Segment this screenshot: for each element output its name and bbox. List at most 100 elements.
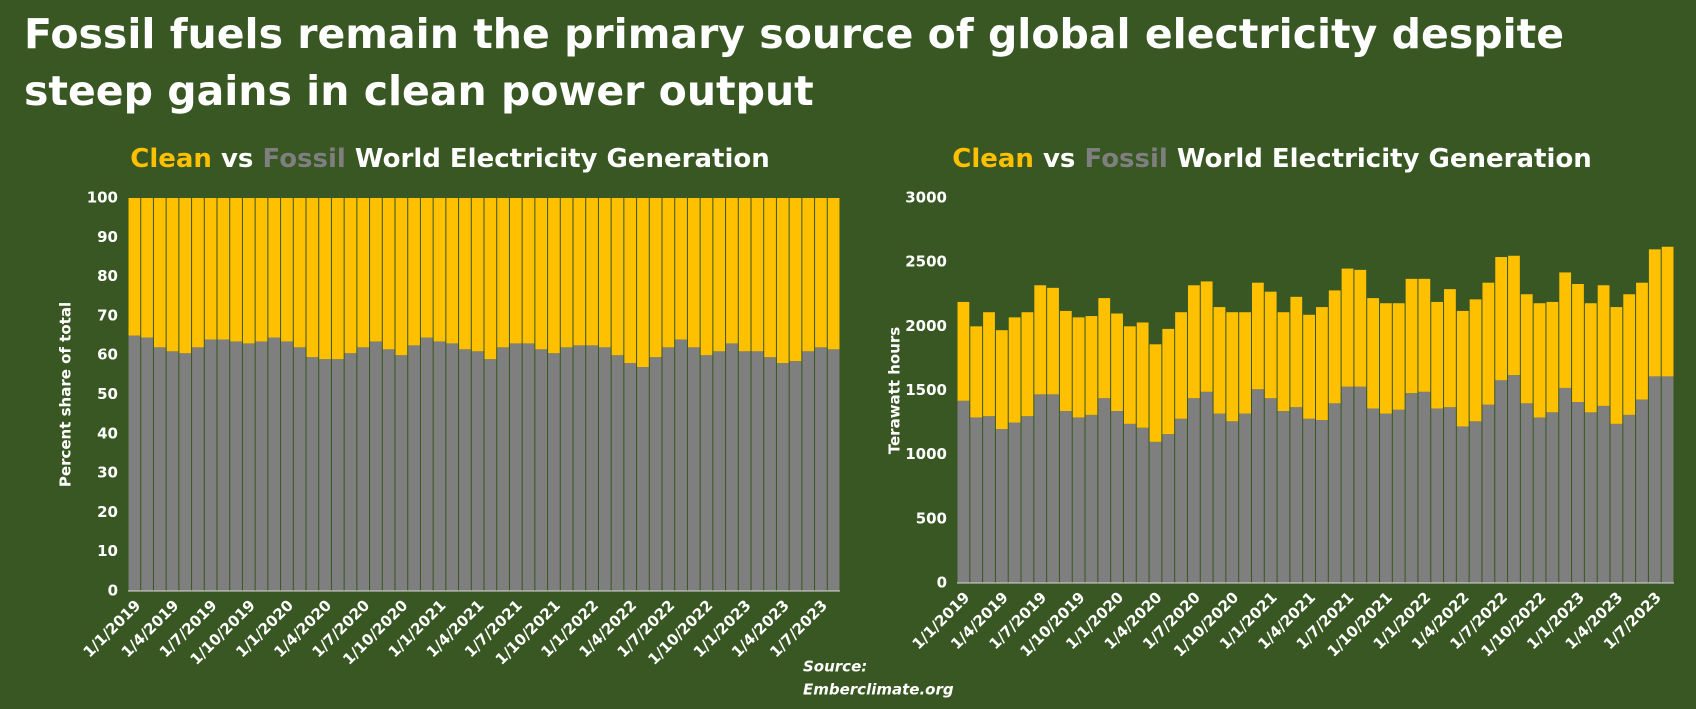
bar-segment: [776, 363, 789, 591]
bar-segment: [1584, 303, 1597, 413]
bar-segment: [281, 198, 293, 342]
y-tick-label: 70: [97, 306, 118, 324]
bar-segment: [1303, 418, 1315, 583]
bar-segment: [1136, 427, 1149, 583]
bar-segment: [382, 198, 395, 350]
bar-segment: [268, 337, 281, 591]
bar-segment: [624, 363, 637, 591]
bar-segment: [1584, 412, 1597, 583]
bar-segment: [970, 326, 983, 418]
bar-segment: [700, 355, 713, 591]
y-tick-label: 0: [108, 582, 118, 600]
bar-segment: [1392, 303, 1405, 410]
bar-segment: [1226, 312, 1239, 422]
bar-segment: [995, 330, 1008, 429]
bar-segment: [1008, 422, 1021, 583]
bar-segment: [1111, 313, 1123, 412]
bar-segment: [1200, 391, 1213, 583]
bar-segment: [179, 198, 192, 354]
bar-segment: [1047, 287, 1059, 395]
bar-segment: [1354, 386, 1367, 583]
bar-segment: [1239, 413, 1251, 583]
bar-segment: [1405, 393, 1418, 583]
bar-segment: [726, 198, 738, 344]
bar-segment: [573, 345, 586, 591]
bar-segment: [497, 198, 509, 348]
bar-segment: [471, 351, 484, 591]
bar-segment: [230, 341, 242, 591]
bar-segment: [535, 349, 548, 591]
y-tick-label: 500: [916, 509, 947, 527]
bar-segment: [1482, 404, 1495, 583]
bar-segment: [573, 198, 586, 346]
bar-segment: [700, 198, 713, 356]
bar-segment: [1367, 408, 1380, 583]
bar-segment: [1047, 394, 1059, 583]
bar-segment: [1149, 441, 1162, 583]
bar-segment: [1367, 298, 1380, 409]
bar-segment: [242, 343, 255, 591]
bar-segment: [662, 198, 675, 348]
y-axis-label: Terawatt hours: [886, 327, 904, 455]
bar-segment: [560, 347, 573, 591]
bar-segment: [611, 355, 624, 591]
title-fossil: Fossil: [1084, 144, 1167, 174]
title-clean: Clean: [130, 144, 212, 174]
bar-segment: [1431, 301, 1444, 409]
bar-segment: [560, 198, 573, 348]
bar-segment: [687, 347, 700, 591]
bar-segment: [586, 345, 598, 591]
bar-segment: [649, 198, 662, 358]
y-tick-label: 3000: [905, 189, 947, 207]
bar-segment: [268, 198, 281, 338]
bar-segment: [535, 198, 548, 350]
bar-segment: [1597, 285, 1610, 406]
bar-segment: [738, 351, 751, 591]
bar-segment: [293, 198, 306, 348]
bar-segment: [675, 339, 687, 591]
bar-segment: [1316, 420, 1328, 583]
bar-segment: [957, 400, 970, 583]
bar-segment: [1636, 282, 1648, 400]
bar-segment: [306, 357, 319, 591]
main-title: Fossil fuels remain the primary source o…: [24, 10, 1565, 115]
bar-segment: [1059, 310, 1072, 412]
bar-segment: [1456, 426, 1469, 583]
bar-segment: [1251, 282, 1264, 390]
bar-segment: [1303, 314, 1315, 419]
bar-segment: [957, 301, 970, 401]
bar-segment: [1392, 409, 1405, 583]
bar-segment: [408, 345, 420, 591]
title-clean: Clean: [952, 144, 1034, 174]
bar-segment: [484, 198, 497, 360]
bar-segment: [1175, 312, 1187, 419]
bar-segment: [1264, 291, 1277, 399]
title-fossil: Fossil: [262, 144, 345, 174]
bar-segment: [1021, 416, 1034, 583]
bar-segment: [983, 416, 995, 583]
bar-segment: [675, 198, 687, 340]
bar-segment: [153, 198, 166, 348]
bar-segment: [827, 198, 840, 350]
bar-segment: [1559, 387, 1572, 583]
bar-segment: [1380, 303, 1392, 414]
bar-segment: [1251, 389, 1264, 583]
bar-segment: [1572, 283, 1584, 403]
bar-segment: [1661, 246, 1674, 377]
bar-segment: [344, 353, 357, 591]
bar-segment: [1213, 307, 1226, 414]
bar-segment: [1469, 299, 1482, 422]
bar-segment: [1623, 294, 1636, 415]
bar-segment: [370, 341, 382, 591]
bar-segment: [1456, 310, 1469, 427]
bar-segment: [395, 355, 408, 591]
y-tick-label: 40: [97, 424, 118, 442]
bar-segment: [1162, 434, 1175, 583]
bar-segment: [420, 198, 433, 338]
bar-segment: [764, 357, 776, 591]
bar-segment: [789, 361, 802, 591]
bar-segment: [204, 339, 217, 591]
bar-segment: [713, 198, 726, 352]
bar-segment: [230, 198, 242, 342]
